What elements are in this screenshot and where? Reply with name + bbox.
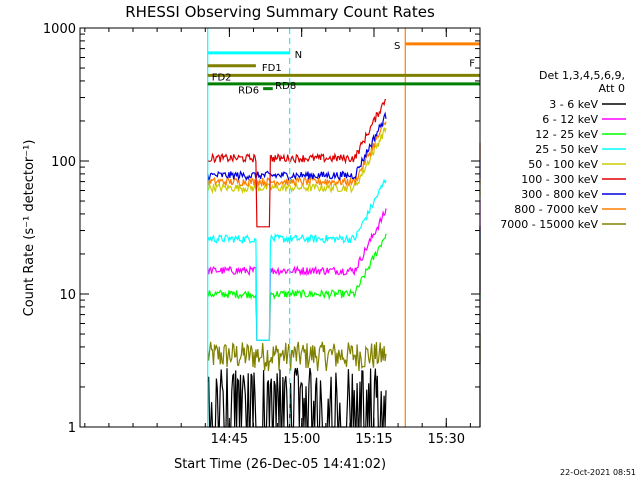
trace-6-12-kev [207, 208, 387, 341]
legend-header: Att 0 [599, 82, 625, 95]
trace-300-800-kev [207, 111, 387, 181]
trace-50-100-kev [207, 127, 387, 195]
legend-label: 300 - 800 keV [521, 188, 598, 201]
legend-label: 100 - 300 keV [521, 173, 598, 186]
legend-label: 25 - 50 keV [535, 143, 598, 156]
flag-bars: N S F FD1 FD2 RD6 RD8 [207, 41, 480, 97]
flag-label-f: F [469, 58, 475, 69]
axes: 14:45 15:00 15:15 15:30 1 10 100 1000 [43, 22, 480, 447]
flag-label-rd6: RD6 [238, 86, 259, 97]
plot-frame [79, 27, 481, 428]
trace-25-50-kev [207, 178, 387, 341]
trace-3-6-kev [207, 367, 387, 428]
trace-800-7000-kev [207, 121, 387, 188]
x-tick-label: 15:15 [355, 432, 392, 447]
data-traces [207, 98, 481, 428]
legend-label: 50 - 100 keV [528, 158, 598, 171]
y-tick-label: 1 [68, 421, 76, 436]
x-axis-label: Start Time (26-Dec-05 14:41:02) [174, 457, 386, 472]
footer-timestamp: 22-Oct-2021 08:51 [560, 468, 636, 477]
flag-label-fd1: FD1 [262, 63, 282, 74]
vertical-markers [207, 28, 406, 427]
y-tick-label: 10 [59, 288, 76, 303]
y-tick-label: 100 [51, 155, 76, 170]
y-tick-label: 1000 [43, 22, 76, 37]
trace-7000-15000-kev [207, 341, 387, 372]
legend: Det 1,3,4,5,6,9,Att 03 - 6 keV 6 - 12 keV… [500, 69, 626, 231]
legend-label: 7000 - 15000 keV [500, 218, 598, 231]
trace-100-300-kev [207, 98, 387, 228]
flag-label-rd8: RD8 [275, 81, 296, 92]
flag-label-fd2: FD2 [212, 72, 232, 83]
legend-label: 12 - 25 keV [535, 128, 598, 141]
trace-12-25-kev [207, 233, 387, 341]
flag-label-n: N [295, 50, 302, 61]
y-axis-label: Count Rate (s⁻¹ detector⁻¹) [22, 140, 37, 317]
flag-label-s: S [394, 41, 400, 52]
x-tick-label: 15:30 [428, 432, 465, 447]
legend-label: 3 - 6 keV [549, 98, 598, 111]
legend-header: Det 1,3,4,5,6,9, [539, 69, 625, 82]
x-tick-label: 14:45 [211, 432, 248, 447]
legend-label: 800 - 7000 keV [514, 203, 598, 216]
legend-label: 6 - 12 keV [542, 113, 598, 126]
chart-title: RHESSI Observing Summary Count Rates [125, 3, 435, 21]
x-tick-label: 15:00 [283, 432, 320, 447]
